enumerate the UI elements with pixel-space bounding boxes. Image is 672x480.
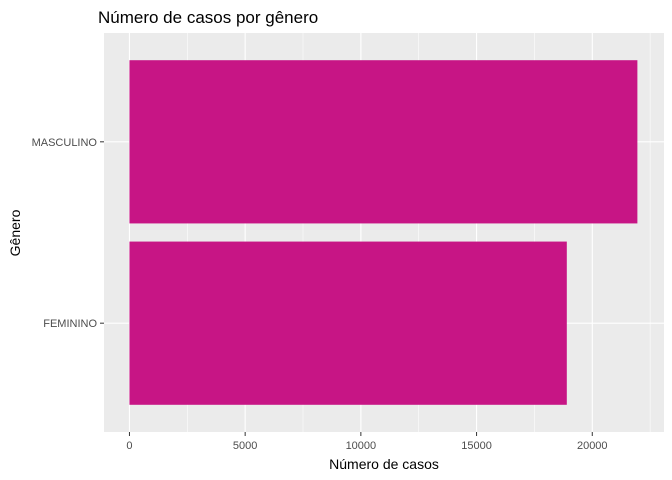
y-axis: MASCULINO FEMININO: [32, 137, 104, 330]
chart-title: Número de casos por gênero: [98, 8, 318, 27]
x-axis: 0 5000 10000 15000 20000: [126, 432, 608, 452]
bar-feminino: [129, 241, 567, 405]
y-tick-label: FEMININO: [43, 318, 97, 330]
x-axis-title: Número de casos: [329, 456, 439, 472]
y-tick-label: MASCULINO: [32, 137, 98, 149]
x-tick-label: 20000: [577, 440, 608, 452]
x-tick-label: 5000: [233, 440, 257, 452]
x-tick-label: 10000: [346, 440, 377, 452]
bar-masculino: [129, 60, 638, 224]
bars: [129, 60, 638, 405]
x-tick-label: 15000: [461, 440, 492, 452]
x-tick-label: 0: [126, 440, 132, 452]
y-axis-title: Gênero: [7, 209, 23, 256]
